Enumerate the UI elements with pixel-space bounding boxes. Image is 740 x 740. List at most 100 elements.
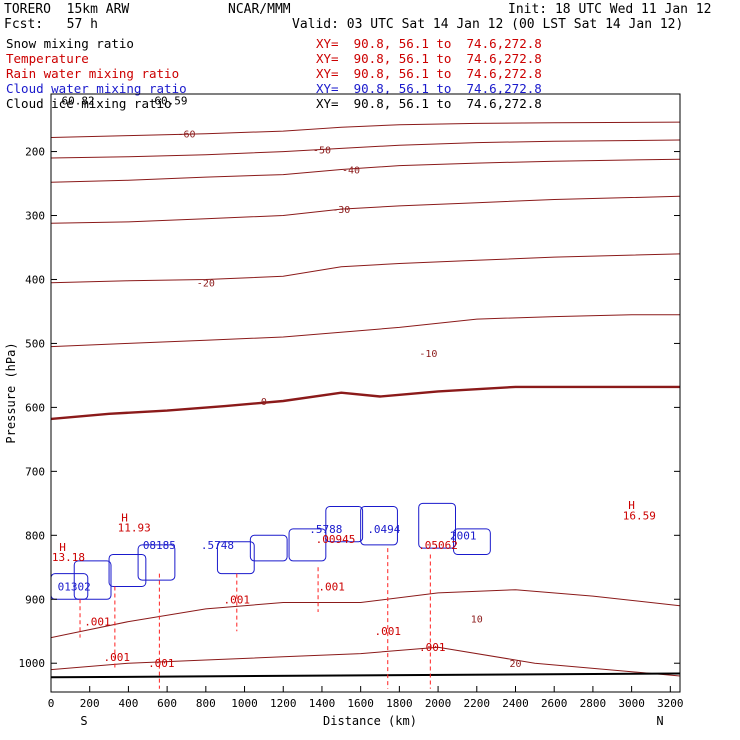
isotherm-20 bbox=[51, 646, 680, 677]
center-label: NCAR/MMM bbox=[228, 2, 291, 17]
y-tick-label: 800 bbox=[25, 529, 45, 542]
contour-annotation: .5788 bbox=[309, 523, 342, 536]
y-tick-label: 400 bbox=[25, 273, 45, 286]
contour-annotation: H bbox=[121, 511, 128, 524]
cloud-water-contour bbox=[249, 534, 288, 562]
isotherm--20 bbox=[51, 253, 680, 284]
field-name-cloudice: Cloud ice mixing ratio bbox=[6, 96, 172, 111]
contour-annotation: .001 bbox=[224, 593, 251, 606]
cloud-water-contour bbox=[418, 502, 456, 549]
x-axis-label: Distance (km) bbox=[323, 714, 417, 728]
field-xy-cloudice: XY= 90.8, 56.1 to 74.6,272.8 bbox=[316, 96, 542, 111]
x-tick-label: 1400 bbox=[309, 697, 336, 710]
contour-annotation: 11.93 bbox=[118, 522, 151, 535]
x-tick-label: 200 bbox=[80, 697, 100, 710]
valid-time: Valid: 03 UTC Sat 14 Jan 12 (00 LST Sat … bbox=[292, 17, 684, 32]
x-tick-label: 2400 bbox=[502, 697, 529, 710]
x-tick-label: 1600 bbox=[347, 697, 374, 710]
isotherm-10 bbox=[51, 589, 680, 639]
x-tick-label: 800 bbox=[196, 697, 216, 710]
contour-annotation: .001 bbox=[318, 580, 345, 593]
y-tick-label: 200 bbox=[25, 146, 45, 159]
isotherm-label--50: -50 bbox=[313, 146, 331, 157]
cloud-water-contour bbox=[453, 528, 491, 555]
y-tick-label: 600 bbox=[25, 401, 45, 414]
isotherm-0 bbox=[51, 385, 680, 421]
x-end-label-south: S bbox=[80, 714, 87, 728]
cloud-water-contour bbox=[73, 560, 112, 600]
cloud-water-contour bbox=[137, 544, 176, 581]
x-tick-label: 1200 bbox=[270, 697, 297, 710]
x-end-label-north: N bbox=[656, 714, 663, 728]
contour-annotation: 08185 bbox=[143, 539, 176, 552]
contour-annotation: 01302 bbox=[58, 580, 91, 593]
contour-annotation: 16.59 bbox=[623, 509, 656, 522]
isotherm-label--40: -40 bbox=[342, 165, 360, 176]
y-tick-label: 500 bbox=[25, 337, 45, 350]
contour-annotation: H bbox=[59, 541, 66, 554]
x-tick-label: 2200 bbox=[464, 697, 491, 710]
isotherm--60 bbox=[51, 121, 680, 138]
y-tick-label: 1000 bbox=[19, 657, 46, 670]
field-xy-snow: XY= 90.8, 56.1 to 74.6,272.8 bbox=[316, 36, 542, 51]
cloud-water-contour bbox=[325, 506, 364, 543]
isotherm-label-20: 20 bbox=[509, 659, 521, 670]
contour-annotation: .0494 bbox=[367, 523, 400, 536]
cloud-water-contour bbox=[288, 528, 327, 562]
x-tick-label: 400 bbox=[118, 697, 138, 710]
isotherm-label--10: -10 bbox=[419, 349, 437, 360]
plot-content: 20100-10-20-30-40-50-60H11.93H13.18H16.5… bbox=[51, 94, 680, 689]
x-tick-label: 3000 bbox=[618, 697, 645, 710]
axes: 0 200 400 600 800 1000 1200 1400 1600 1800 2000 220… bbox=[19, 146, 684, 710]
x-tick-label: 3200 bbox=[657, 697, 684, 710]
cloud-water-contour bbox=[360, 506, 398, 546]
field-name-temperature: Temperature bbox=[6, 51, 89, 66]
forecast-hour: Fcst: 57 h bbox=[4, 17, 98, 32]
contour-annotation: .5748 bbox=[201, 539, 234, 552]
init-time: Init: 18 UTC Wed 11 Jan 12 bbox=[508, 2, 712, 17]
isotherm-label--60: -60 bbox=[177, 130, 195, 141]
isotherm--10 bbox=[51, 314, 680, 348]
isotherm-label-10: 10 bbox=[471, 614, 483, 625]
isotherm-label--20: -20 bbox=[197, 279, 215, 290]
x-tick-label: 1800 bbox=[386, 697, 413, 710]
contour-annotation: .05062 bbox=[418, 539, 458, 552]
plot-frame bbox=[50, 93, 681, 693]
y-tick-label: 900 bbox=[25, 593, 45, 606]
contour-annotation: 60.82 bbox=[62, 94, 95, 107]
cloud-water-contour bbox=[108, 553, 147, 587]
field-xy-rain: XY= 90.8, 56.1 to 74.6,272.8 bbox=[316, 66, 542, 81]
contour-annotation: 13.18 bbox=[52, 551, 85, 564]
x-tick-label: 0 bbox=[48, 697, 55, 710]
field-xy-temperature: XY= 90.8, 56.1 to 74.6,272.8 bbox=[316, 51, 542, 66]
contour-annotation: .001 bbox=[375, 625, 402, 638]
model-label: TORERO 15km ARW bbox=[4, 2, 130, 17]
contour-annotation: 60.59 bbox=[154, 94, 187, 107]
contour-annotation: 2001 bbox=[450, 529, 477, 542]
isotherm--50 bbox=[51, 139, 680, 159]
y-axis-label: Pressure (hPa) bbox=[4, 342, 18, 443]
contour-annotation: H bbox=[628, 499, 635, 512]
isotherm--30 bbox=[51, 195, 680, 224]
cloud-water-contour bbox=[216, 541, 255, 575]
field-name-rain: Rain water mixing ratio bbox=[6, 66, 180, 81]
isotherm-label-0: 0 bbox=[261, 397, 267, 408]
contour-annotation: .001 bbox=[148, 657, 175, 670]
isotherm-label--30: -30 bbox=[332, 205, 350, 216]
field-name-snow: Snow mixing ratio bbox=[6, 36, 134, 51]
y-tick-label: 700 bbox=[25, 465, 45, 478]
isotherm--40 bbox=[51, 158, 680, 183]
contour-annotation: .001 bbox=[419, 641, 446, 654]
x-tick-label: 600 bbox=[157, 697, 177, 710]
terrain-line bbox=[51, 672, 680, 679]
contour-annotation: .00945 bbox=[316, 533, 356, 546]
y-tick-label: 300 bbox=[25, 210, 45, 223]
x-tick-label: 2600 bbox=[541, 697, 568, 710]
contour-annotation: .001 bbox=[104, 651, 131, 664]
field-name-cloudwater: Cloud water mixing ratio bbox=[6, 81, 187, 96]
x-tick-label: 2000 bbox=[425, 697, 452, 710]
field-xy-cloudwater: XY= 90.8, 56.1 to 74.6,272.8 bbox=[316, 81, 542, 96]
contour-annotation: .001 bbox=[84, 616, 111, 629]
x-tick-label: 2800 bbox=[580, 697, 607, 710]
